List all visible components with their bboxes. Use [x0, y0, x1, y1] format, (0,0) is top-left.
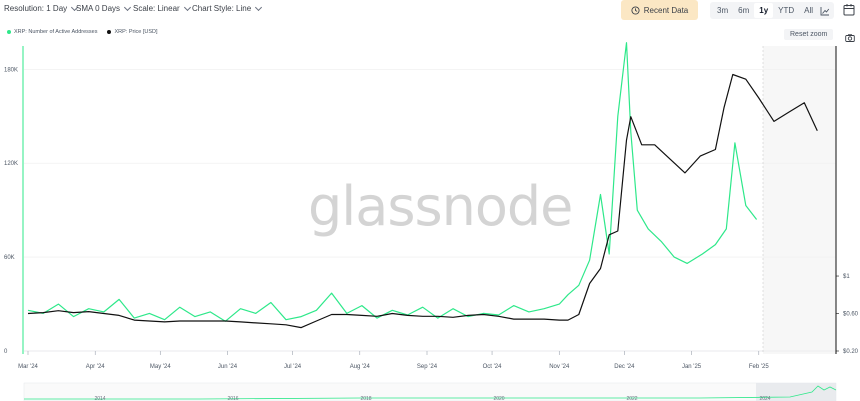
- y-left-tick-label: 0: [4, 349, 8, 355]
- x-axis: Mar '24 Apr '24 May '24 Jun '24 Jul '24 Aug '…: [18, 351, 769, 370]
- x-tick-label: May '24: [150, 364, 171, 370]
- x-tick-label: Oct '24: [483, 364, 502, 370]
- reset-zoom-button[interactable]: Reset zoom: [784, 29, 834, 40]
- legend-label: XRP: Price [USD]: [114, 29, 158, 35]
- watermark: glassnode: [308, 175, 572, 238]
- navigator-label: 2022: [626, 396, 637, 401]
- x-tick-label: Feb '25: [749, 364, 769, 370]
- chart-style-select[interactable]: Chart Style: Line: [192, 3, 263, 13]
- range-ytd-button[interactable]: YTD: [778, 6, 795, 15]
- range-all-button[interactable]: All: [804, 6, 814, 15]
- legend-item-price[interactable]: XRP: Price [USD]: [107, 29, 158, 35]
- x-tick-label: Nov '24: [549, 364, 570, 370]
- x-tick-label: Sep '24: [417, 364, 438, 370]
- x-tick-label: Mar '24: [18, 364, 38, 370]
- navigator[interactable]: 2014 2016 2018 2020 2022 2024: [23, 382, 837, 401]
- legend-dot-green: [7, 30, 11, 34]
- y-left-tick-label: 60K: [4, 255, 15, 261]
- y-left-tick-label: 180K: [4, 67, 18, 73]
- forecast-shade: [763, 46, 836, 354]
- resolution-label: Resolution: 1 Day: [4, 4, 68, 13]
- navigator-label: 2014: [94, 396, 105, 401]
- sma-label: SMA 0 Days: [76, 4, 121, 13]
- y-left-tick-label: 120K: [4, 161, 18, 167]
- range-1y-button[interactable]: 1y: [754, 3, 774, 18]
- range-3m-button[interactable]: 3m: [717, 6, 729, 15]
- range-selector: 3m 6m 1y YTD All: [710, 2, 835, 19]
- y-right-tick-label: $0.60: [843, 312, 859, 318]
- legend: XRP: Number of Active Addresses XRP: Pri…: [7, 29, 158, 35]
- chevron-down-icon: [123, 3, 132, 11]
- log-scale-icon[interactable]: [818, 4, 832, 17]
- recent-data-button[interactable]: Recent Data: [621, 0, 698, 20]
- chart-style-label: Chart Style: Line: [192, 4, 252, 13]
- navigator-label: 2018: [360, 396, 371, 401]
- x-tick-label: Apr '24: [86, 364, 105, 370]
- x-tick-label: Aug '24: [350, 364, 371, 370]
- clock-icon: [631, 5, 640, 15]
- y-right-tick-label: $1: [843, 274, 850, 280]
- range-6m-button[interactable]: 6m: [738, 6, 750, 15]
- legend-dot-black: [107, 30, 112, 34]
- camera-icon[interactable]: [845, 30, 855, 42]
- x-tick-label: Jun '24: [218, 364, 238, 370]
- recent-data-label: Recent Data: [643, 5, 689, 15]
- y-right-axis: $0.20 $0.60 $1: [836, 274, 859, 355]
- navigator-label: 2020: [493, 396, 504, 401]
- scale-select[interactable]: Scale: Linear: [133, 3, 191, 13]
- grid: [24, 69, 836, 352]
- x-tick-label: Dec '24: [614, 364, 635, 370]
- chevron-down-icon: [183, 3, 191, 11]
- x-tick-label: Jul '24: [284, 364, 302, 370]
- navigator-label: 2024: [759, 396, 770, 401]
- active-addresses-line: [27, 42, 758, 322]
- navigator-label: 2016: [227, 396, 238, 401]
- scale-label: Scale: Linear: [133, 4, 180, 13]
- sma-select[interactable]: SMA 0 Days: [76, 3, 132, 13]
- x-tick-label: Jan '25: [682, 364, 702, 370]
- resolution-select[interactable]: Resolution: 1 Day: [4, 3, 79, 13]
- legend-label: XRP: Number of Active Addresses: [14, 29, 98, 35]
- chevron-down-icon: [255, 3, 263, 11]
- toolbar: Resolution: 1 Day SMA 0 Days Scale: Line…: [0, 0, 860, 22]
- y-left-axis: 0 60K 120K 180K: [4, 67, 18, 355]
- y-right-tick-label: $0.20: [843, 349, 859, 355]
- series-layer: [27, 42, 818, 329]
- legend-item-active-addresses[interactable]: XRP: Number of Active Addresses: [7, 29, 97, 35]
- calendar-icon[interactable]: [843, 3, 855, 16]
- navigator-line: [24, 385, 837, 400]
- price-line: [27, 73, 818, 329]
